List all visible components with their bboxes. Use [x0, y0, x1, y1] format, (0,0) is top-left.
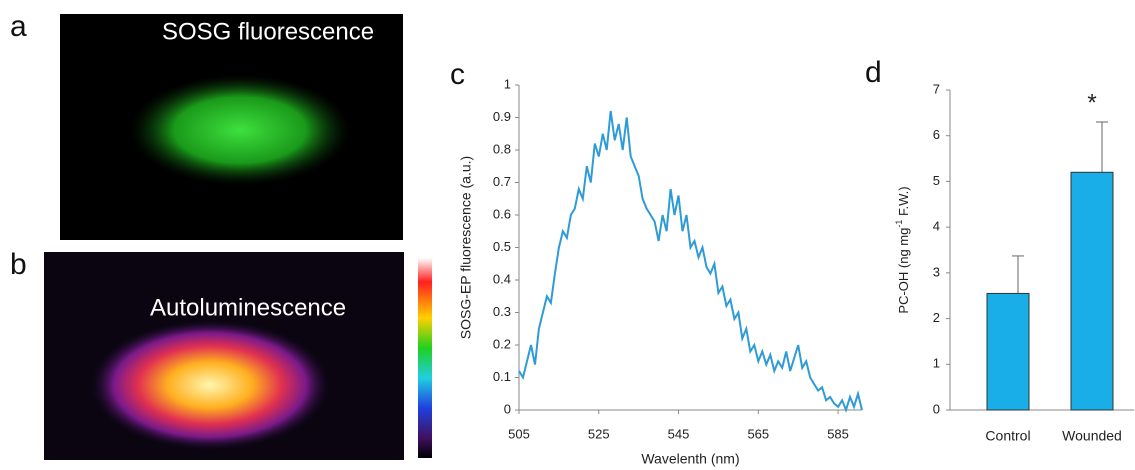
panel-label: c — [450, 58, 465, 91]
x-tick-label: 585 — [827, 426, 849, 441]
panel-label: b — [10, 248, 27, 281]
spectrum-line — [518, 110, 863, 413]
x-tick-label: 525 — [588, 426, 610, 441]
bar — [1070, 171, 1114, 411]
y-axis-label: SOSG-EP fluorescence (a.u.) — [458, 156, 474, 339]
y-tick-label: 0.9 — [493, 109, 511, 124]
y-tick-label: 0 — [933, 401, 940, 416]
x-tick-label: 565 — [747, 426, 769, 441]
y-tick-label: 0.4 — [493, 271, 511, 286]
significance-mark: * — [1087, 89, 1096, 116]
panel-label: d — [865, 56, 882, 89]
y-tick-label: 0.7 — [493, 174, 511, 189]
y-tick-label: 0.5 — [493, 239, 511, 254]
y-tick-label: 7 — [933, 81, 940, 96]
y-tick-label: 1 — [933, 356, 940, 371]
y-tick-label: 0.6 — [493, 206, 511, 221]
luminescence-signal — [90, 320, 330, 450]
panel-label: a — [10, 10, 27, 43]
y-axis-label: PC-OH (ng mg-1 F.W.) — [894, 186, 911, 313]
y-label-suffix: F.W.) — [896, 186, 911, 219]
y-tick-label: 0.8 — [493, 141, 511, 156]
y-tick-label: 4 — [933, 219, 940, 234]
fluorescence-signal — [130, 75, 350, 185]
colorbar — [418, 258, 432, 458]
x-tick-label: 545 — [668, 426, 690, 441]
y-tick-label: 5 — [933, 173, 940, 188]
y-tick-label: 0 — [504, 401, 511, 416]
image-caption: SOSG fluorescence — [162, 18, 374, 45]
y-label-text: PC-OH (ng mg — [896, 228, 911, 314]
y-tick-label: 2 — [933, 310, 940, 325]
y-tick-label: 1 — [504, 76, 511, 91]
y-label-sup: -1 — [894, 220, 904, 228]
image-caption: Autoluminescence — [150, 294, 346, 321]
y-tick-label: 0.2 — [493, 336, 511, 351]
x-tick-label: Wounded — [1062, 428, 1122, 444]
y-tick-label: 3 — [933, 264, 940, 279]
x-tick-label: Control — [985, 428, 1030, 444]
x-axis-label: Wavelenth (nm) — [641, 451, 739, 467]
y-tick-label: 0.3 — [493, 304, 511, 319]
x-tick-label: 505 — [508, 426, 530, 441]
bar — [986, 292, 1030, 411]
y-tick-label: 6 — [933, 127, 940, 142]
y-tick-label: 0.1 — [493, 369, 511, 384]
